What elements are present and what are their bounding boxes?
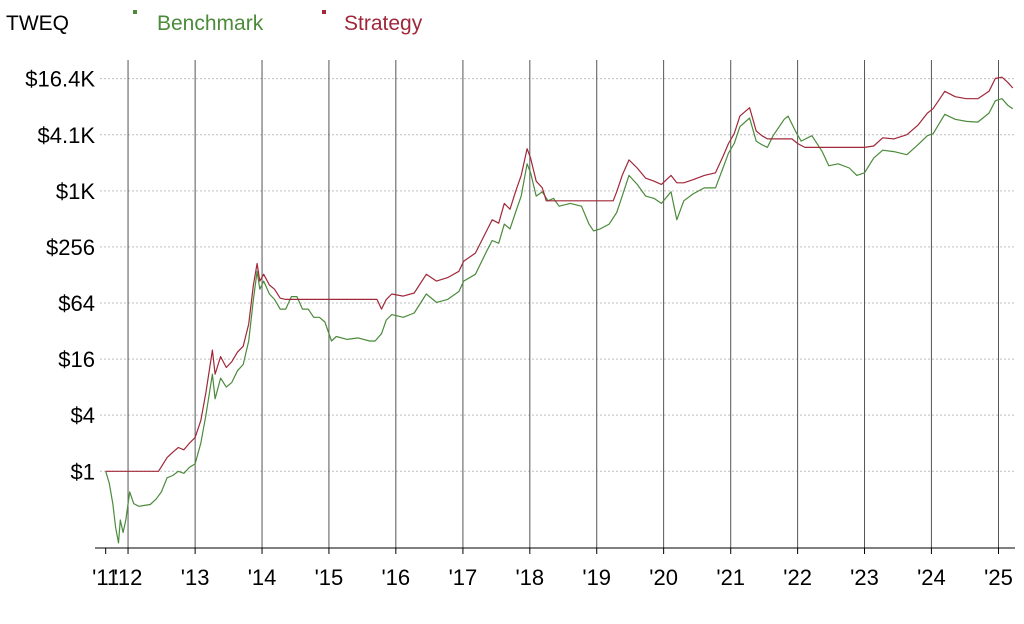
y-tick-label: $256	[46, 235, 95, 260]
legend-marker-strategy	[322, 10, 326, 14]
series-line-strategy	[105, 76, 1014, 472]
x-tick-label: '22	[783, 565, 812, 590]
axis-layer	[95, 547, 1015, 554]
x-tick-label: '13	[181, 565, 210, 590]
x-tick-labels: '11'12 '13 '14 '15 '16 '17 '18 '19 '20 '21 '22 '23 '…	[92, 565, 1013, 590]
x-tick-label: '23	[850, 565, 879, 590]
x-tick-label: '20	[649, 565, 678, 590]
x-tick-label: '11	[92, 565, 119, 590]
x-tick-label: '12	[114, 565, 143, 590]
x-tick-label: '21	[716, 565, 745, 590]
y-tick-label: $1	[71, 459, 95, 484]
series-layer	[105, 76, 1014, 544]
y-tick-label: $64	[58, 291, 95, 316]
legend-label-strategy: Strategy	[344, 12, 423, 35]
x-tick-label: '15	[315, 565, 344, 590]
x-tick-label: '18	[515, 565, 544, 590]
y-tick-label: $16	[58, 347, 95, 372]
series-line-benchmark	[105, 98, 1014, 544]
x-tick-label: '17	[449, 565, 478, 590]
x-tick-label: '16	[381, 565, 410, 590]
legend-label-benchmark: Benchmark	[157, 12, 264, 35]
x-tick-label: '25	[984, 565, 1013, 590]
y-tick-label: $16.4K	[25, 67, 95, 92]
legend-marker-benchmark	[133, 10, 137, 14]
y-tick-label: $4.1K	[38, 123, 96, 148]
x-tick-label: '19	[582, 565, 611, 590]
y-tick-label: $1K	[56, 179, 95, 204]
x-tick-label: '24	[917, 565, 946, 590]
y-tick-labels: $1 $4 $16 $64 $256 $1K $4.1K $16.4K	[25, 67, 95, 485]
x-tick-label: '14	[248, 565, 277, 590]
y-tick-label: $4	[71, 403, 95, 428]
chart-title: TWEQ	[6, 12, 69, 35]
